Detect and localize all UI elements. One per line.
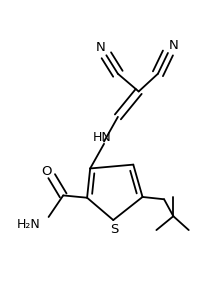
Text: N: N [169,39,179,52]
Text: S: S [110,223,118,236]
Text: HN: HN [93,131,112,144]
Text: H₂N: H₂N [17,218,41,231]
Text: O: O [41,165,52,178]
Text: N: N [95,41,105,54]
